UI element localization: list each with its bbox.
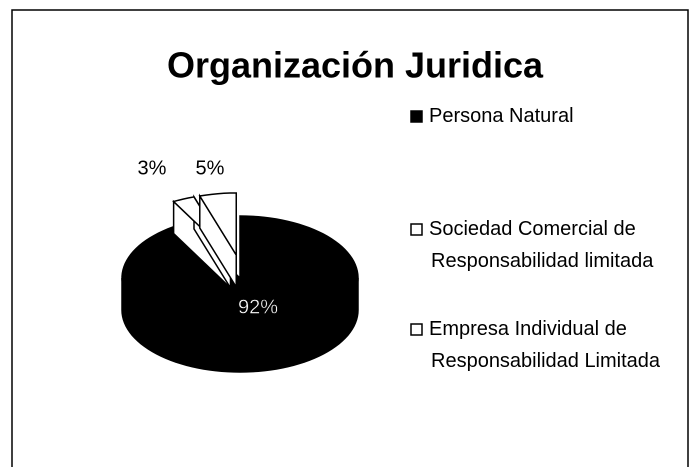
legend-swatch xyxy=(410,110,423,123)
legend-swatch xyxy=(410,323,423,336)
chart-frame xyxy=(11,9,689,467)
legend-label: Persona Natural xyxy=(429,105,574,127)
data-label: 3% xyxy=(138,157,167,179)
legend-label: Empresa Individual de Responsabilidad Lim… xyxy=(429,318,661,372)
data-label: 92% xyxy=(238,296,278,318)
legend-label: Sociedad Comercial de Responsabilidad lim… xyxy=(429,218,654,272)
legend-swatch xyxy=(410,223,423,236)
data-label: 5% xyxy=(196,157,225,179)
pie-slice xyxy=(121,215,359,341)
chart-title: Organización Juridica xyxy=(167,45,544,86)
pie-slice xyxy=(198,192,238,258)
